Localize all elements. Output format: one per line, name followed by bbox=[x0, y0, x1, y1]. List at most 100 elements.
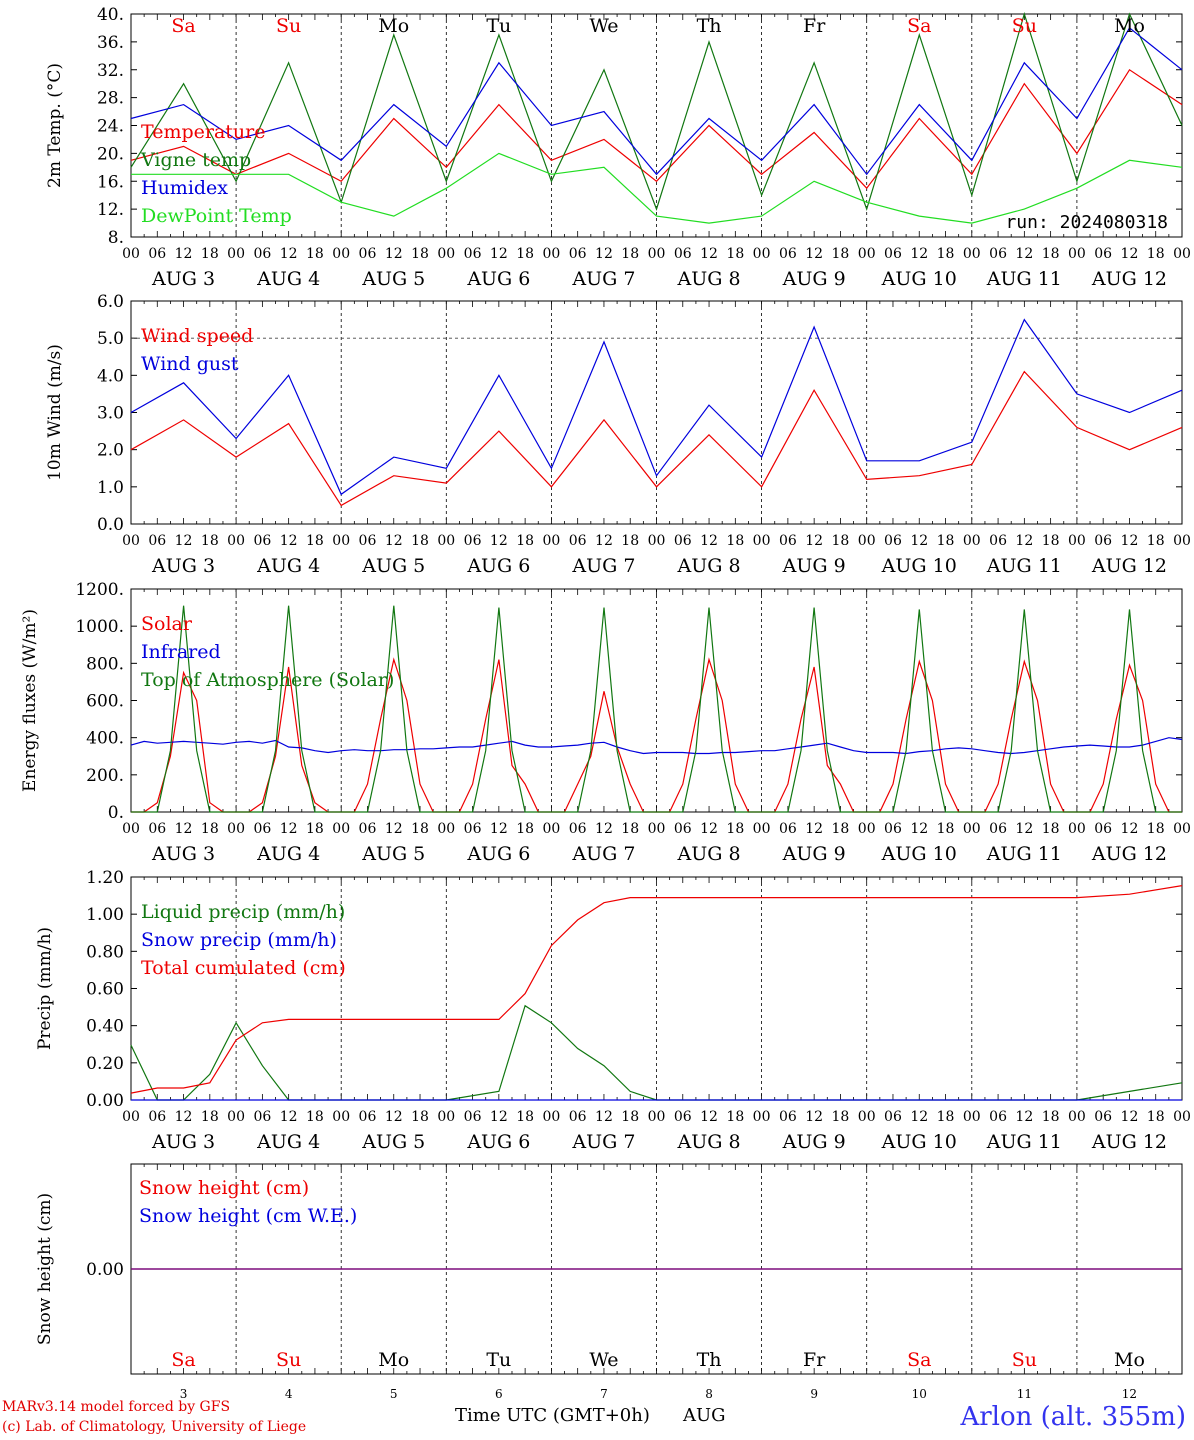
hour-tick-label: 12 bbox=[280, 1109, 298, 1125]
legend-entry: Snow height (cm W.E.) bbox=[139, 1205, 357, 1227]
hour-tick-label: 00 bbox=[1173, 533, 1191, 549]
hour-tick-label: 06 bbox=[359, 533, 377, 549]
hour-tick-label: 18 bbox=[937, 821, 955, 837]
day-date-label: AUG 4 bbox=[256, 843, 320, 865]
hour-tick-label: 18 bbox=[201, 1109, 219, 1125]
hour-tick-label: 12 bbox=[490, 1109, 508, 1125]
hour-tick-label: 00 bbox=[122, 246, 140, 262]
day-number-label: 10 bbox=[912, 1387, 927, 1401]
hour-tick-label: 06 bbox=[359, 1109, 377, 1125]
legend-entry: Liquid precip (mm/h) bbox=[141, 901, 345, 923]
y-tick-label: 1.00 bbox=[86, 905, 124, 925]
hour-tick-label: 12 bbox=[1015, 1109, 1033, 1125]
hour-tick-label: 18 bbox=[306, 1109, 324, 1125]
hour-tick-label: 00 bbox=[332, 1109, 350, 1125]
hour-tick-label: 18 bbox=[832, 246, 850, 262]
legend-entry: Vigne temp bbox=[140, 149, 251, 171]
hour-tick-label: 00 bbox=[963, 1109, 981, 1125]
hour-tick-label: 06 bbox=[464, 1109, 482, 1125]
legend-entry: Infrared bbox=[141, 641, 221, 663]
hour-tick-label: 00 bbox=[542, 246, 560, 262]
panel-frame bbox=[130, 588, 1183, 813]
hour-tick-label: 18 bbox=[411, 1109, 429, 1125]
hour-tick-label: 06 bbox=[989, 246, 1007, 262]
hour-tick-label: 06 bbox=[779, 821, 797, 837]
hour-tick-label: 12 bbox=[175, 821, 193, 837]
hour-tick-label: 12 bbox=[595, 1109, 613, 1125]
hour-tick-label: 06 bbox=[989, 821, 1007, 837]
hour-tick-label: 06 bbox=[674, 533, 692, 549]
hour-tick-label: 00 bbox=[648, 533, 666, 549]
weekday-label: Su bbox=[1012, 1349, 1037, 1371]
hour-tick-label: 18 bbox=[1042, 533, 1060, 549]
hour-tick-label: 18 bbox=[411, 246, 429, 262]
hour-tick-label: 12 bbox=[700, 533, 718, 549]
day-number-label: 3 bbox=[180, 1387, 188, 1401]
day-date-label: AUG 7 bbox=[571, 1131, 635, 1153]
weekday-label: Sa bbox=[171, 1349, 195, 1371]
day-date-label: AUG 9 bbox=[782, 843, 846, 865]
hour-tick-label: 18 bbox=[306, 821, 324, 837]
weekday-label: We bbox=[589, 1349, 618, 1371]
hour-tick-label: 12 bbox=[1015, 821, 1033, 837]
hour-tick-label: 12 bbox=[175, 1109, 193, 1125]
hour-tick-label: 06 bbox=[569, 821, 587, 837]
hour-tick-label: 06 bbox=[779, 246, 797, 262]
day-date-label: AUG 11 bbox=[986, 268, 1062, 290]
hour-tick-label: 06 bbox=[674, 246, 692, 262]
hour-tick-label: 00 bbox=[648, 246, 666, 262]
run-label: run: 2024080318 bbox=[1005, 212, 1168, 233]
legend-entry: Solar bbox=[141, 613, 193, 635]
panel-5 bbox=[130, 1163, 1183, 1375]
day-number-label: 5 bbox=[390, 1387, 398, 1401]
hour-tick-label: 12 bbox=[385, 1109, 403, 1125]
hour-tick-label: 00 bbox=[858, 533, 876, 549]
hour-tick-label: 12 bbox=[490, 246, 508, 262]
hour-tick-label: 12 bbox=[385, 821, 403, 837]
weekday-label: Tu bbox=[486, 1349, 511, 1371]
hour-tick-label: 18 bbox=[832, 821, 850, 837]
hour-tick-label: 00 bbox=[858, 821, 876, 837]
day-date-label: AUG 11 bbox=[986, 555, 1062, 577]
day-date-label: AUG 3 bbox=[151, 555, 215, 577]
day-number-label: 8 bbox=[705, 1387, 713, 1401]
weekday-label: Su bbox=[276, 1349, 301, 1371]
hour-tick-label: 12 bbox=[490, 821, 508, 837]
hour-tick-label: 06 bbox=[253, 1109, 271, 1125]
hour-tick-label: 12 bbox=[805, 533, 823, 549]
hour-tick-label: 00 bbox=[1068, 246, 1086, 262]
day-date-label: AUG 12 bbox=[1091, 268, 1167, 290]
time-axis-label: Time UTC (GMT+0h) bbox=[455, 1405, 650, 1426]
panel-frame bbox=[130, 300, 1183, 525]
weekday-label: Su bbox=[276, 15, 301, 37]
time-axis-month: AUG bbox=[683, 1405, 726, 1426]
hour-tick-label: 06 bbox=[989, 533, 1007, 549]
hour-tick-label: 00 bbox=[437, 821, 455, 837]
hour-tick-label: 18 bbox=[411, 533, 429, 549]
series-line-red bbox=[130, 370, 1183, 507]
y-tick-label: 32. bbox=[97, 61, 124, 81]
day-number-label: 11 bbox=[1017, 1387, 1032, 1401]
hour-tick-label: 18 bbox=[1147, 533, 1165, 549]
weekday-label: Mo bbox=[1114, 15, 1145, 37]
weekday-label: Su bbox=[1012, 15, 1037, 37]
weekday-label: Sa bbox=[171, 15, 195, 37]
day-number-label: 9 bbox=[810, 1387, 818, 1401]
hour-tick-label: 06 bbox=[148, 1109, 166, 1125]
legend-entry: Total cumulated (cm) bbox=[141, 957, 346, 979]
weekday-label: Th bbox=[697, 1349, 722, 1371]
weekday-label: Fr bbox=[803, 15, 826, 37]
y-tick-label: 1.0 bbox=[97, 478, 124, 498]
hour-tick-label: 00 bbox=[122, 821, 140, 837]
y-tick-label: 400. bbox=[86, 729, 124, 749]
hour-tick-label: 00 bbox=[332, 821, 350, 837]
hour-tick-label: 00 bbox=[963, 821, 981, 837]
hour-tick-label: 00 bbox=[1068, 1109, 1086, 1125]
hour-tick-label: 00 bbox=[753, 533, 771, 549]
hour-tick-label: 00 bbox=[437, 533, 455, 549]
y-tick-label: 6.0 bbox=[97, 292, 124, 312]
day-date-label: AUG 9 bbox=[782, 1131, 846, 1153]
hour-tick-label: 12 bbox=[700, 246, 718, 262]
hour-tick-label: 18 bbox=[726, 533, 744, 549]
hour-tick-label: 00 bbox=[542, 1109, 560, 1125]
